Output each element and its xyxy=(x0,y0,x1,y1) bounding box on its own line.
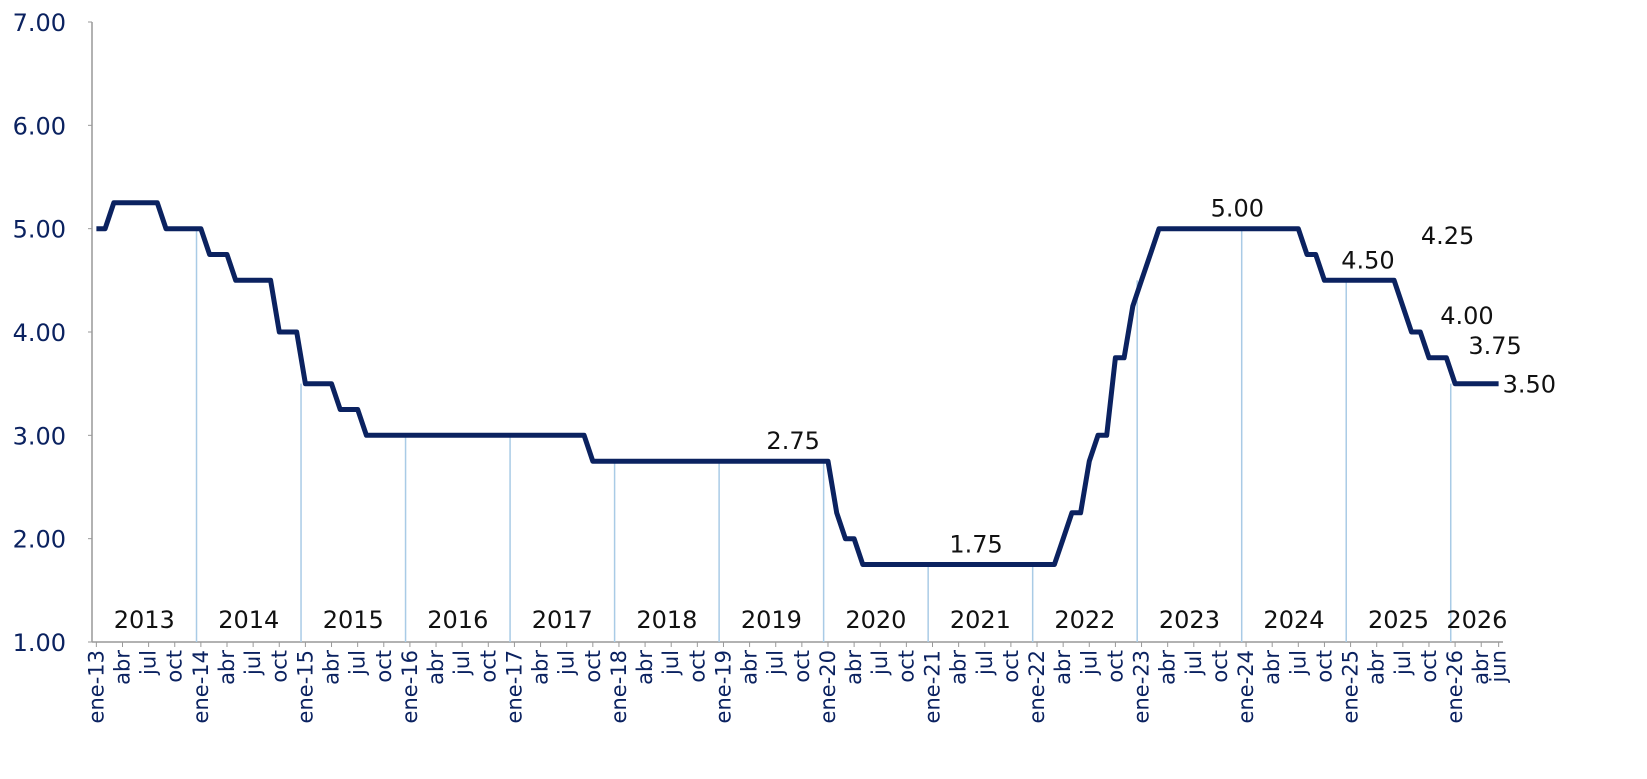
x-tick-label: abr xyxy=(1156,650,1180,685)
x-tick-label: ene-25 xyxy=(1339,650,1363,723)
x-tick-label: ene-14 xyxy=(189,650,213,723)
x-tick-label: ene-17 xyxy=(502,650,526,723)
year-label: 2016 xyxy=(427,606,488,634)
x-tick-label: jul xyxy=(764,650,788,676)
year-label: 2018 xyxy=(636,606,697,634)
data-label: 5.00 xyxy=(1211,195,1264,223)
x-tick-label: jul xyxy=(450,650,474,676)
data-label: 4.50 xyxy=(1341,246,1394,274)
x-tick-label: jul xyxy=(868,650,892,676)
x-tick-label: jul xyxy=(346,650,370,676)
data-label: 1.75 xyxy=(949,531,1002,559)
rate-line xyxy=(96,200,1499,567)
y-tick-label: 7.00 xyxy=(13,9,66,37)
data-label: 3.50 xyxy=(1503,371,1556,399)
x-tick-label: jul xyxy=(1391,650,1415,676)
data-label: 4.25 xyxy=(1421,222,1474,250)
x-tick-label: oct xyxy=(476,650,500,683)
x-tick-label: jul xyxy=(241,650,265,676)
y-tick-label: 5.00 xyxy=(13,216,66,244)
year-label: 2015 xyxy=(323,606,384,634)
x-tick-label: jul xyxy=(659,650,683,676)
x-tick-label: oct xyxy=(581,650,605,683)
x-tick-label: abr xyxy=(424,650,448,685)
y-tick-label: 3.00 xyxy=(13,422,66,450)
x-tick-label: abr xyxy=(947,650,971,685)
year-label: 2020 xyxy=(845,606,906,634)
x-tick-label: ene-24 xyxy=(1234,650,1258,723)
x-tick-label: jul xyxy=(1286,650,1310,676)
year-label: 2017 xyxy=(532,606,593,634)
data-label: 2.75 xyxy=(766,427,819,455)
x-tick-label: ene-26 xyxy=(1443,650,1467,723)
x-tick-label: abr xyxy=(1260,650,1284,685)
x-tick-label: abr xyxy=(1469,650,1493,685)
year-label: 2025 xyxy=(1368,606,1429,634)
year-label: 2019 xyxy=(741,606,802,634)
y-tick-label: 2.00 xyxy=(13,526,66,554)
x-tick-label: abr xyxy=(738,650,762,685)
y-tick-label: 4.00 xyxy=(13,319,66,347)
x-tick-label: ene-22 xyxy=(1025,650,1049,723)
x-tick-label: jul xyxy=(973,650,997,676)
x-tick-label: abr xyxy=(842,650,866,685)
x-tick-label: oct xyxy=(1312,650,1336,683)
x-tick-label: oct xyxy=(267,650,291,683)
x-tick-label: ene-21 xyxy=(921,650,945,723)
year-label: 2021 xyxy=(950,606,1011,634)
x-tick-label: jun xyxy=(1487,650,1511,683)
x-tick-label: abr xyxy=(215,650,239,685)
year-label: 2024 xyxy=(1263,606,1324,634)
y-tick-label: 6.00 xyxy=(13,112,66,140)
x-tick-label: ene-23 xyxy=(1130,650,1154,723)
x-tick-label: abr xyxy=(633,650,657,685)
x-tick-label: ene-15 xyxy=(293,650,317,723)
x-tick-label: oct xyxy=(1208,650,1232,683)
x-tick-label: oct xyxy=(372,650,396,683)
x-tick-label: oct xyxy=(790,650,814,683)
x-tick-label: oct xyxy=(999,650,1023,683)
x-tick-label: abr xyxy=(529,650,553,685)
x-tick-label: jul xyxy=(1077,650,1101,676)
x-tick-label: oct xyxy=(894,650,918,683)
x-tick-label: abr xyxy=(1365,650,1389,685)
year-label: 2023 xyxy=(1159,606,1220,634)
x-tick-label: oct xyxy=(1103,650,1127,683)
data-label: 3.75 xyxy=(1468,332,1521,360)
year-label: 2014 xyxy=(218,606,279,634)
x-tick-label: abr xyxy=(110,650,134,685)
year-label: 2022 xyxy=(1054,606,1115,634)
x-tick-label: oct xyxy=(163,650,187,683)
y-tick-label: 1.00 xyxy=(13,629,66,657)
data-label: 4.00 xyxy=(1440,302,1493,330)
x-tick-label: abr xyxy=(1051,650,1075,685)
year-label: 2013 xyxy=(114,606,175,634)
x-tick-label: oct xyxy=(1417,650,1441,683)
x-tick-label: jul xyxy=(555,650,579,676)
x-tick-label: ene-18 xyxy=(607,650,631,723)
x-tick-label: ene-19 xyxy=(711,650,735,723)
x-tick-label: ene-13 xyxy=(84,650,108,723)
x-tick-label: ene-16 xyxy=(398,650,422,723)
x-tick-label: jul xyxy=(1182,650,1206,676)
x-tick-label: jul xyxy=(137,650,161,676)
x-tick-label: oct xyxy=(685,650,709,683)
x-tick-label: ene-20 xyxy=(816,650,840,723)
year-label: 2026 xyxy=(1446,606,1507,634)
x-tick-label: abr xyxy=(320,650,344,685)
